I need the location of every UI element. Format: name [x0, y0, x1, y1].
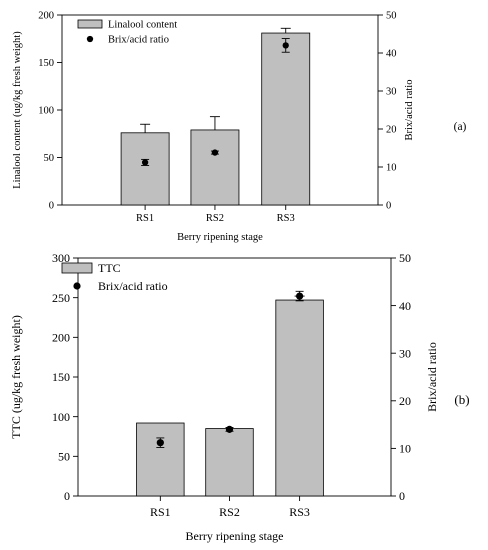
- y2-tick-label: 30: [386, 87, 397, 98]
- x-tick-label: RS3: [277, 213, 295, 224]
- x-tick-label: RS1: [136, 213, 154, 224]
- x-axis-label: Berry ripening stage: [177, 232, 263, 243]
- x-tick-label: RS2: [219, 505, 240, 519]
- legend: Linalool content Brix/acid ratio: [77, 19, 177, 46]
- bar-RS2: [190, 129, 240, 206]
- y-tick-label: 0: [64, 489, 70, 503]
- y-axis-label: Linalool content (ug/kg fresh weight): [12, 31, 23, 189]
- legend-label: Brix/acid ratio: [98, 279, 168, 293]
- point-RS1: [141, 159, 149, 166]
- bar-RS3: [275, 299, 324, 497]
- point-RS2: [211, 149, 219, 156]
- y2-tick-label: 20: [399, 394, 411, 408]
- y2-tick-label: 10: [399, 442, 411, 456]
- y2-tick-label: 50: [386, 11, 397, 22]
- bar-RS1: [136, 422, 185, 497]
- legend-label: Linalool content: [108, 20, 177, 31]
- x-tick-label: RS2: [206, 213, 224, 224]
- y-tick-label: 100: [52, 410, 70, 424]
- y2-axis-label: Brix/acid ratio: [425, 342, 439, 412]
- legend-label: TTC: [98, 261, 121, 275]
- y2-tick-label: 10: [386, 163, 397, 174]
- y2-tick-label: 40: [399, 299, 411, 313]
- legend: TTC Brix/acid ratio: [61, 261, 168, 293]
- y2-tick-label: 40: [386, 49, 397, 60]
- x-axis-label: Berry ripening stage: [186, 529, 284, 543]
- panel-label: (a): [454, 121, 467, 133]
- point-RS3: [282, 42, 289, 49]
- y2-tick-label: 0: [399, 489, 405, 503]
- point-RS3: [296, 292, 304, 300]
- y-tick-label: 150: [38, 58, 54, 69]
- y-tick-label: 200: [52, 331, 70, 345]
- y-tick-label: 50: [58, 450, 70, 464]
- bar-RS3: [261, 32, 311, 206]
- y-tick-label: 200: [38, 11, 54, 22]
- point-RS2: [225, 425, 234, 433]
- y-axis-label: TTC (ug/kg fresh weight): [9, 315, 23, 439]
- legend-swatch-bar: [77, 19, 103, 29]
- x-tick-label: RS3: [289, 505, 310, 519]
- y-tick-label: 50: [44, 153, 55, 164]
- point-RS1: [156, 439, 164, 447]
- legend-swatch-point: [86, 35, 94, 43]
- y2-tick-label: 20: [386, 125, 397, 136]
- y-tick-label: 300: [52, 251, 70, 265]
- y2-tick-label: 0: [386, 201, 391, 212]
- chart-panel-0: 0 50 100 150 200 0 10 20 30 40 50 RS1 RS2 RS3 Berry ri…: [12, 11, 467, 243]
- y-tick-label: 250: [52, 291, 70, 305]
- chart-panel-1: 0 50 100 150 200 250 300 0 10 20 30 40 50 RS1 RS2 RS3 Be…: [9, 251, 470, 543]
- x-tick-label: RS1: [150, 505, 171, 519]
- y2-axis-label: Brix/acid ratio: [404, 80, 415, 141]
- legend-label: Brix/acid ratio: [108, 35, 169, 46]
- bar-RS1: [120, 132, 170, 206]
- y-tick-label: 0: [49, 201, 54, 212]
- y-tick-label: 100: [38, 106, 54, 117]
- panel-label: (b): [454, 392, 469, 407]
- legend-swatch-bar: [61, 262, 93, 274]
- y2-tick-label: 50: [399, 251, 411, 265]
- legend-swatch-point: [73, 282, 81, 290]
- y2-tick-label: 30: [399, 346, 411, 360]
- bar-RS2: [205, 428, 254, 497]
- y-tick-label: 150: [52, 370, 70, 384]
